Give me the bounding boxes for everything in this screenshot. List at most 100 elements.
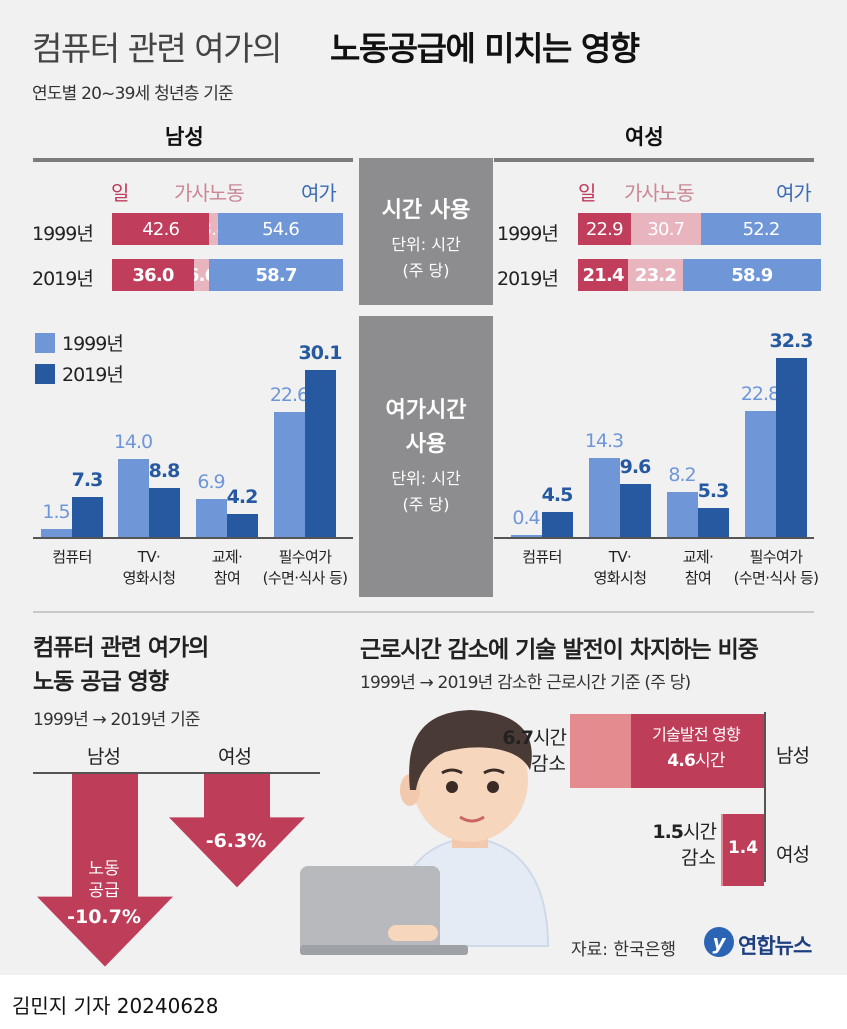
leisure-label-male-0-1999: 1.5 <box>42 500 70 523</box>
leisure-bar-female-3-2019 <box>776 358 807 537</box>
source-text: 자료: 한국은행 <box>571 940 676 960</box>
center-unit-time-use-2: (주 당) <box>402 261 450 280</box>
divider-male <box>33 158 353 162</box>
person-illustration <box>300 710 550 955</box>
leisure-label-male-2-1999: 6.9 <box>197 470 225 493</box>
share-female-total-2: 감소 <box>681 847 716 869</box>
leisure-bar-female-3-1999 <box>745 410 776 537</box>
labor-baseline <box>33 772 320 774</box>
center-unit-leisure-1: 단위: 시간 <box>391 469 461 488</box>
center-title-leisure-2: 사용 <box>405 432 447 457</box>
leisure-xlabel-female-0: 컴퓨터 <box>522 548 562 566</box>
legend-swatch-2019 <box>35 364 55 384</box>
share-axis <box>764 712 766 882</box>
share-title: 근로시간 감소에 기술 발전이 차지하는 비중 <box>360 637 759 663</box>
leisure-bar-male-0-2019 <box>72 496 103 537</box>
arrow-male-text2: 공급 <box>88 881 120 901</box>
leisure-bar-male-3-2019 <box>305 370 336 537</box>
stacked-seg-male-0-1: 3.8 <box>209 213 219 245</box>
leisure-label-male-2-2019: 4.2 <box>226 485 259 508</box>
leisure-label-female-2-2019: 5.3 <box>697 479 730 502</box>
brand-name: 연합뉴스 <box>738 934 812 958</box>
legend-swatch-1999 <box>35 333 55 353</box>
leisure-bar-male-1-1999 <box>118 459 149 537</box>
title-light: 컴퓨터 관련 여가의 <box>32 29 282 68</box>
year-label-male-2019: 2019년 <box>32 268 94 290</box>
leisure-xlabel-male-0: 컴퓨터 <box>52 548 92 566</box>
leisure-bar-male-1-2019 <box>149 488 180 537</box>
share-male-total-1: 6.7시간 <box>502 727 567 749</box>
leisure-bar-female-2-1999 <box>667 491 698 537</box>
arrow-labor-female <box>169 774 305 888</box>
leisure-label-male-1-1999: 14.0 <box>113 431 153 454</box>
leisure-bar-female-1-1999 <box>589 457 620 537</box>
share-tech-bar-1 <box>723 814 764 886</box>
leisure-label-male-1-2019: 8.8 <box>148 460 181 483</box>
leisure-bar-male-0-1999 <box>41 528 72 537</box>
share-tech-label: 기술발전 영향 <box>652 725 741 744</box>
year-label-female-1999: 1999년 <box>497 223 559 245</box>
leisure-bar-female-2-2019 <box>698 507 729 537</box>
leisure-label-female-2-1999: 8.2 <box>668 463 696 486</box>
leisure-xlabel-female-1: TV· 영화시청 <box>593 548 647 587</box>
divider-female <box>494 158 814 162</box>
legend-label-2019: 2019년 <box>62 364 124 386</box>
leisure-label-female-0-1999: 0.4 <box>512 506 540 529</box>
center-unit-time-use-1: 단위: 시간 <box>391 235 461 254</box>
leisure-bar-male-2-1999 <box>196 498 227 537</box>
yonhap-logo-icon: y <box>704 927 734 957</box>
arrow-male-value: -10.7% <box>67 906 141 928</box>
labor-title-line2: 노동 공급 영향 <box>33 669 169 695</box>
stacked-seg-male-0-2: 54.6 <box>218 213 343 245</box>
axis-baseline-female <box>494 537 814 539</box>
stacked-seg-female-0-1: 30.7 <box>630 213 702 245</box>
labor-subtitle: 1999년 → 2019년 기준 <box>33 710 201 730</box>
header-male: 남성 <box>165 125 204 149</box>
stacked-seg-male-0-0: 42.6 <box>112 213 210 245</box>
stacked-seg-female-0-2: 52.2 <box>701 213 821 245</box>
leisure-bar-female-0-2019 <box>542 512 573 537</box>
leisure-label-male-0-2019: 7.3 <box>71 468 104 491</box>
stacked-seg-male-1-2: 58.7 <box>209 259 343 291</box>
title-bold: 노동공급에 미치는 영향 <box>330 29 640 68</box>
leisure-xlabel-male-3: 필수여가 (수면·식사 등) <box>262 548 348 587</box>
labor-title-line1: 컴퓨터 관련 여가의 <box>33 635 209 661</box>
leisure-label-male-3-2019: 30.1 <box>298 342 343 365</box>
leisure-label-female-1-2019: 9.6 <box>619 455 652 478</box>
section-divider <box>33 611 814 613</box>
center-title-time-use: 시간 사용 <box>381 198 471 223</box>
center-block-time-use <box>359 158 493 305</box>
legend-label-1999: 1999년 <box>62 333 124 355</box>
stacked-seg-male-1-0: 36.0 <box>112 259 195 291</box>
stacked-seg-female-0-0: 22.9 <box>578 213 631 245</box>
byline: 김민지 기자 20240628 <box>12 994 219 1018</box>
subtitle: 연도별 20~39세 청년층 기준 <box>32 84 234 104</box>
leisure-xlabel-female-2: 교제· 참여 <box>682 548 714 587</box>
center-title-leisure-1: 여가시간 <box>385 398 467 423</box>
labor-label-male: 남성 <box>87 746 121 768</box>
share-tech-bar-0 <box>630 714 764 788</box>
share-subtitle: 1999년 → 2019년 감소한 근로시간 기준 (주 당) <box>360 673 691 693</box>
arrow-female-value: -6.3% <box>205 830 267 852</box>
leisure-xlabel-female-3: 필수여가 (수면·식사 등) <box>733 548 819 587</box>
leisure-bar-female-0-1999 <box>511 534 542 537</box>
cat-housework-male: 가사노동 <box>174 181 245 205</box>
arrow-labor-male <box>37 774 173 967</box>
stacked-seg-female-1-2: 58.9 <box>682 259 821 291</box>
axis-baseline-male <box>33 537 353 539</box>
share-gender-male: 남성 <box>776 745 810 767</box>
leisure-bar-male-3-1999 <box>274 411 305 537</box>
year-label-male-1999: 1999년 <box>32 223 94 245</box>
leisure-label-female-3-2019: 32.3 <box>769 330 814 353</box>
leisure-label-male-3-1999: 22.6 <box>269 383 309 406</box>
header-female: 여성 <box>625 125 664 149</box>
leisure-xlabel-male-1: TV· 영화시청 <box>122 548 176 587</box>
share-tech-value: 4.6시간 <box>667 751 725 771</box>
stacked-seg-female-1-0: 21.4 <box>578 259 629 291</box>
cat-work-female: 일 <box>578 181 596 205</box>
cat-housework-female: 가사노동 <box>624 181 695 205</box>
cat-work-male: 일 <box>111 181 129 205</box>
arrow-male-text1: 노동 <box>88 859 120 879</box>
